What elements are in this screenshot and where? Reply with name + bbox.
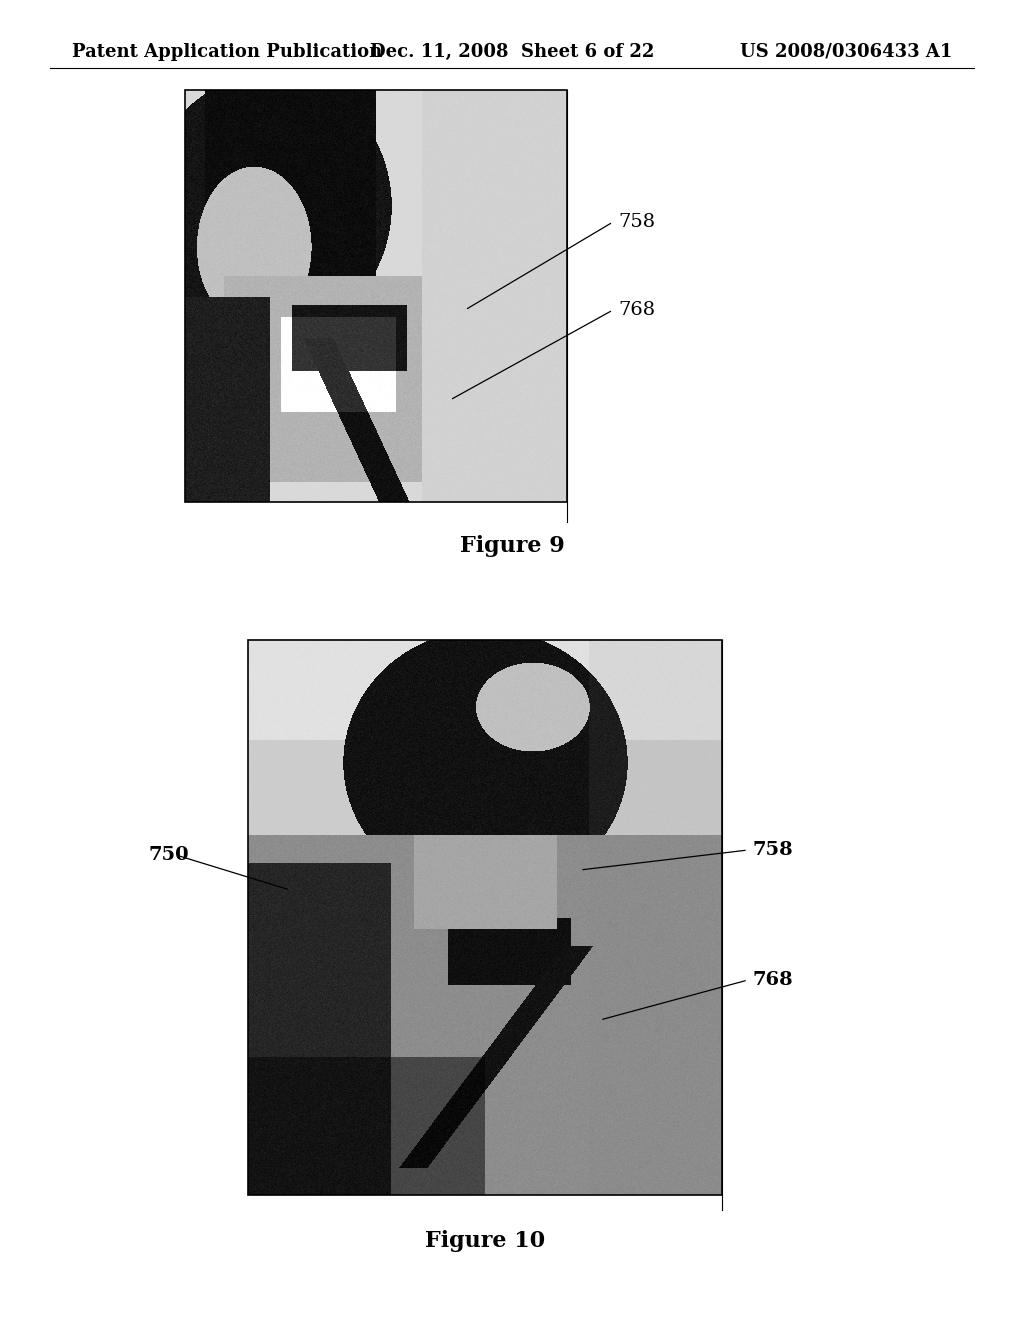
Text: 758: 758 [618, 213, 655, 231]
Text: Dec. 11, 2008  Sheet 6 of 22: Dec. 11, 2008 Sheet 6 of 22 [370, 44, 654, 61]
Text: 758: 758 [753, 841, 794, 859]
Text: 768: 768 [753, 972, 794, 989]
Text: US 2008/0306433 A1: US 2008/0306433 A1 [739, 44, 952, 61]
Text: 768: 768 [618, 301, 655, 319]
Text: Patent Application Publication: Patent Application Publication [72, 44, 382, 61]
Bar [185, 90, 567, 502]
Bar [248, 640, 722, 1195]
Text: Figure 9: Figure 9 [460, 535, 564, 557]
Text: Figure 10: Figure 10 [425, 1230, 545, 1251]
Text: 750: 750 [148, 846, 188, 865]
